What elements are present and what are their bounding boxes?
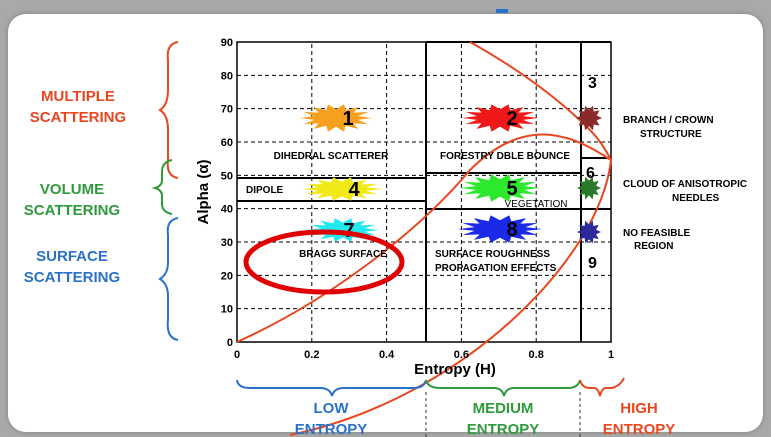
high-entropy-brace — [579, 377, 625, 397]
zone-8-label-2: PROPAGATION EFFECTS — [435, 263, 557, 274]
y-tick-label: 10 — [221, 304, 233, 316]
x-tick-label: 0.2 — [304, 349, 319, 361]
y-tick-label: 80 — [221, 70, 233, 82]
zone-8-starburst — [458, 215, 542, 243]
x-axis-label: Entropy (H) — [414, 361, 496, 378]
cloud-needles-label: CLOUD OF ANISOTROPIC — [623, 179, 747, 190]
low-entropy-brace — [236, 379, 427, 397]
cloud-needles-label-2: NEEDLES — [672, 193, 720, 204]
x-tick-label: 0 — [234, 349, 240, 361]
y-axis-label: Alpha (α) — [195, 159, 212, 224]
y-tick-label: 90 — [221, 37, 233, 49]
zone-4-number: 4 — [348, 179, 360, 201]
medium-label-2: ENTROPY — [467, 421, 540, 437]
medium-label-1: MEDIUM — [473, 400, 534, 417]
surface-brace — [158, 217, 179, 341]
no-feasible-label-2: REGION — [634, 241, 673, 252]
zone-1-number: 1 — [342, 108, 353, 130]
x-tick-labels: 0 0.2 0.4 0.6 0.8 1 — [234, 349, 614, 361]
y-tick-label: 30 — [221, 237, 233, 249]
feasible-boundary-curve — [236, 41, 612, 436]
multiple-label-1: MULTIPLE — [41, 88, 115, 105]
zone-3-starburst — [576, 105, 602, 131]
zone-9-number: 9 — [588, 255, 597, 272]
zone-4-label: DIPOLE — [246, 185, 284, 196]
zone-1-starburst — [300, 104, 372, 132]
plot-frame — [236, 41, 612, 343]
x-tick-label: 0.8 — [529, 349, 544, 361]
branch-crown-label-2: STRUCTURE — [640, 129, 702, 140]
zone-6-starburst — [577, 176, 601, 200]
y-tick-label: 60 — [221, 137, 233, 149]
zone-labels: DIHEDRAL SCATTERER FORESTRY DBLE BOUNCE … — [246, 151, 570, 274]
zone-2-number: 2 — [506, 108, 517, 130]
multiple-label-2: SCATTERING — [30, 109, 126, 126]
y-tick-labels: 0 10 20 30 40 50 60 70 80 90 — [221, 37, 233, 349]
low-label-2: ENTROPY — [295, 421, 368, 437]
zone-8-label: SURFACE ROUGHNESS — [435, 249, 550, 260]
volume-label-1: VOLUME — [40, 181, 104, 198]
x-tick-label: 0.4 — [379, 349, 395, 361]
x-tick-label: 1 — [608, 349, 614, 361]
zone-7-label: BRAGG SURFACE — [299, 249, 387, 260]
slide-panel — [8, 14, 763, 432]
no-feasible-label: NO FEASIBLE — [623, 228, 691, 239]
y-tick-label: 50 — [221, 170, 233, 182]
volume-label-2: SCATTERING — [24, 202, 120, 219]
x-tick-label: 0.6 — [454, 349, 469, 361]
multiple-brace — [158, 41, 179, 179]
zone-1-label: DIHEDRAL SCATTERER — [274, 151, 389, 162]
zone-2-label: FORESTRY DBLE BOUNCE — [440, 151, 570, 162]
y-tick-label: 70 — [221, 104, 233, 116]
y-tick-label: 40 — [221, 204, 233, 216]
surface-label-1: SURFACE — [36, 248, 108, 265]
plot-area — [236, 41, 612, 343]
medium-entropy-brace — [425, 379, 581, 397]
y-tick-label: 20 — [221, 270, 233, 282]
high-label-2: ENTROPY — [603, 421, 676, 437]
highlight-ellipse — [243, 229, 405, 295]
volume-brace — [151, 159, 173, 215]
zone-2-starburst — [462, 104, 538, 132]
y-tick-label: 0 — [227, 337, 233, 349]
zone-3-number: 3 — [588, 75, 597, 92]
top-accent-mark — [496, 9, 508, 13]
surface-label-2: SCATTERING — [24, 269, 120, 286]
zone-6-number: 6 — [586, 165, 595, 182]
zone-5-label: VEGETATION — [505, 199, 568, 210]
low-label-1: LOW — [314, 400, 350, 417]
zone-5-number: 5 — [506, 178, 517, 200]
branch-crown-label: BRANCH / CROWN — [623, 115, 714, 126]
zone-5-starburst — [460, 174, 540, 202]
zone-8-number: 8 — [506, 219, 517, 241]
right-descriptions: BRANCH / CROWN STRUCTURE CLOUD OF ANISOT… — [623, 115, 747, 252]
zone-4-starburst — [302, 177, 382, 201]
zone-9-starburst — [577, 220, 601, 244]
high-label-1: HIGH — [620, 400, 658, 417]
